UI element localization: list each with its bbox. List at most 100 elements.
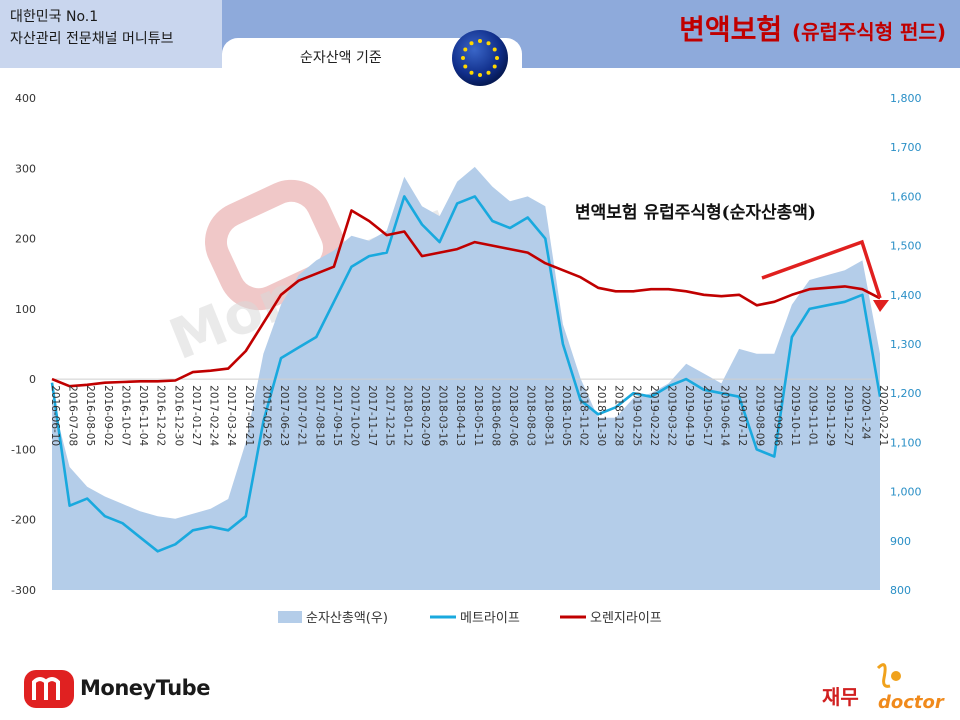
series-line-metlife <box>50 195 882 553</box>
x-tick-label: 2017-09-15 <box>331 385 343 446</box>
x-tick-label: 2016-11-04 <box>137 385 149 446</box>
left-tick-label: 100 <box>15 303 36 316</box>
x-tick-label: 2018-11-30 <box>595 385 607 446</box>
x-tick-label: 2019-10-11 <box>789 385 801 446</box>
series-line-orange <box>51 209 881 388</box>
x-tick-label: 2016-08-05 <box>84 385 96 446</box>
x-tick-label: 2018-10-05 <box>560 385 572 446</box>
x-tick-label: 2020-02-21 <box>877 385 889 446</box>
chart-annotation: 변액보험 유럽주식형(순자산총액) <box>575 202 816 223</box>
left-tick-label: -100 <box>11 443 36 456</box>
x-tick-label: 2017-10-20 <box>348 385 360 446</box>
jaemu-doctor-logo-icon: 재무 doctor <box>822 663 945 713</box>
eu-flag-icon <box>452 30 508 86</box>
x-tick-label: 2018-08-31 <box>542 385 554 446</box>
brand-line-1: 대한민국 No.1 <box>10 9 99 25</box>
legend: 순자산총액(우) 메트라이프 오렌지라이프 <box>278 611 662 626</box>
left-tick-label: -200 <box>11 514 36 527</box>
x-tick-label: 2019-11-01 <box>807 385 819 446</box>
right-tick-label: 1,000 <box>890 486 922 499</box>
x-tick-label: 2019-07-12 <box>736 385 748 446</box>
right-tick-label: 1,400 <box>890 289 922 302</box>
x-tick-label: 2017-11-17 <box>366 385 378 446</box>
chart-basis: 순자산액 기준 <box>300 50 382 66</box>
x-tick-label: 2017-07-21 <box>296 385 308 446</box>
x-tick-label: 2019-08-09 <box>754 385 766 446</box>
left-tick-label: 200 <box>15 233 36 246</box>
right-tick-label: 1,500 <box>890 240 922 253</box>
right-tick-label: 1,800 <box>890 92 922 105</box>
x-tick-label: 2016-12-30 <box>172 385 184 446</box>
x-tick-label: 2018-04-13 <box>454 385 466 446</box>
x-tick-label: 2017-08-18 <box>313 385 325 446</box>
series-area-net-assets <box>52 166 880 590</box>
x-tick-label: 2019-05-17 <box>701 385 713 446</box>
x-tick-label: 2017-04-21 <box>243 385 255 446</box>
legend-label-metlife: 메트라이프 <box>460 611 520 626</box>
x-tick-label: 2016-12-02 <box>155 385 167 446</box>
page-title: 변액보험 (유럽주식형 펀드) <box>679 8 946 48</box>
x-tick-label: 2017-05-26 <box>260 385 272 446</box>
x-tick-label: 2016-07-08 <box>67 385 79 446</box>
x-tick-label: 2019-01-25 <box>630 385 642 446</box>
x-tick-label: 2019-11-29 <box>824 385 836 446</box>
legend-label-area: 순자산총액(우) <box>306 611 388 626</box>
x-tick-label: 2019-04-19 <box>683 385 695 446</box>
right-tick-label: 1,300 <box>890 338 922 351</box>
eu-star-icon <box>492 47 497 52</box>
title-main: 변액보험 <box>679 13 783 46</box>
left-tick-label: 300 <box>15 162 36 175</box>
eu-star-icon <box>469 70 474 75</box>
x-tick-label: 2019-06-14 <box>718 385 730 446</box>
x-tick-label: 2017-02-24 <box>208 385 220 446</box>
x-tick-label: 2019-03-22 <box>666 385 678 446</box>
eu-star-icon <box>478 39 482 43</box>
moneytube-logo-icon <box>24 670 74 708</box>
x-tick-label: 2018-05-11 <box>472 385 484 446</box>
x-tick-label: 2016-09-02 <box>102 385 114 446</box>
x-tick-label: 2018-08-03 <box>525 385 537 446</box>
footer-logo-text: MoneyTube <box>80 676 210 700</box>
right-tick-label: 800 <box>890 584 911 597</box>
trend-arrow <box>761 239 882 299</box>
jaemu-text: 재무 <box>822 685 859 709</box>
eu-star-icon <box>478 73 482 77</box>
x-tick-label: 2017-12-15 <box>384 385 396 446</box>
eu-star-icon <box>461 56 465 60</box>
brand-tab: 대한민국 No.1 자산관리 전문채널 머니튜브 <box>0 0 222 68</box>
x-tick-label: 2016-06-10 <box>49 385 61 446</box>
eu-star-icon <box>463 47 468 52</box>
left-tick-label: -300 <box>11 584 36 597</box>
trend-arrow-head-icon <box>873 300 889 312</box>
x-tick-label: 2019-09-06 <box>771 385 783 446</box>
x-tick-label: 2017-06-23 <box>278 385 290 446</box>
x-tick-label: 2018-02-09 <box>419 385 431 446</box>
right-tick-label: 1,600 <box>890 190 922 203</box>
left-tick-label: 0 <box>29 373 36 386</box>
x-tick-label: 2019-02-22 <box>648 385 660 446</box>
right-tick-label: 1,100 <box>890 436 922 449</box>
x-tick-label: 2018-07-06 <box>507 385 519 446</box>
right-tick-label: 1,200 <box>890 387 922 400</box>
title-sub: (유럽주식형 펀드) <box>791 20 946 44</box>
eu-star-icon <box>495 56 499 60</box>
brand-line-2: 자산관리 전문채널 머니튜브 <box>10 31 174 47</box>
x-tick-label: 2018-11-02 <box>578 385 590 446</box>
x-tick-label: 2018-01-12 <box>401 385 413 446</box>
x-tick-label: 2017-03-24 <box>225 385 237 446</box>
eu-star-icon <box>463 64 468 69</box>
right-tick-label: 1,700 <box>890 141 922 154</box>
x-tick-label: 2017-01-27 <box>190 385 202 446</box>
x-tick-label: 2018-03-16 <box>437 385 449 446</box>
x-tick-label: 2018-06-08 <box>489 385 501 446</box>
eu-star-icon <box>492 64 497 69</box>
x-tick-label: 2019-12-27 <box>842 385 854 446</box>
left-tick-label: 400 <box>15 92 36 105</box>
eu-star-icon <box>486 70 491 75</box>
legend-swatch-area <box>278 611 302 623</box>
x-tick-label: 2020-1-24 <box>859 385 871 440</box>
doctor-text: doctor <box>878 692 945 713</box>
x-tick-label: 2016-10-07 <box>119 385 131 446</box>
eu-star-icon <box>486 41 491 46</box>
